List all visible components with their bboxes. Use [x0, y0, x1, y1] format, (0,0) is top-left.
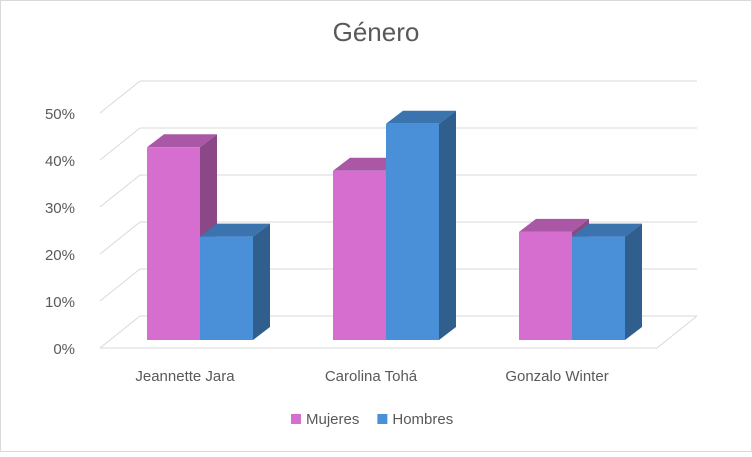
bar [147, 147, 200, 340]
bar [333, 170, 386, 340]
x-tick-label: Carolina Tohá [325, 368, 418, 385]
bar-side [253, 223, 270, 340]
legend-label: Hombres [392, 411, 453, 428]
floor-edge [656, 315, 698, 349]
y-tick-label: 30% [45, 200, 75, 217]
bar-side [439, 110, 456, 340]
grid-line [99, 315, 141, 349]
bar-top [572, 223, 642, 237]
chart-title: Género [333, 17, 420, 47]
y-tick-label: 20% [45, 247, 75, 264]
grid-line [99, 127, 141, 161]
bar [200, 236, 253, 340]
y-tick-label: 0% [53, 341, 75, 358]
bar [519, 231, 572, 340]
bar-top [386, 110, 456, 124]
y-tick-label: 10% [45, 294, 75, 311]
y-tick-label: 40% [45, 153, 75, 170]
grid-line [99, 221, 141, 255]
grid-line [99, 174, 141, 208]
bar [386, 123, 439, 340]
y-tick-label: 50% [45, 106, 75, 123]
bar-top [333, 157, 403, 171]
legend-swatch [291, 414, 301, 424]
grid-line [99, 80, 141, 114]
x-tick-label: Gonzalo Winter [505, 368, 608, 385]
x-tick-label: Jeannette Jara [135, 368, 235, 385]
legend-swatch [377, 414, 388, 424]
bar-top [519, 218, 589, 232]
legend-label: Mujeres [306, 411, 359, 428]
bar [572, 236, 625, 340]
bar-top [200, 223, 270, 237]
bar-side [625, 223, 642, 340]
grid-line [99, 268, 141, 302]
bar-top [147, 134, 217, 148]
